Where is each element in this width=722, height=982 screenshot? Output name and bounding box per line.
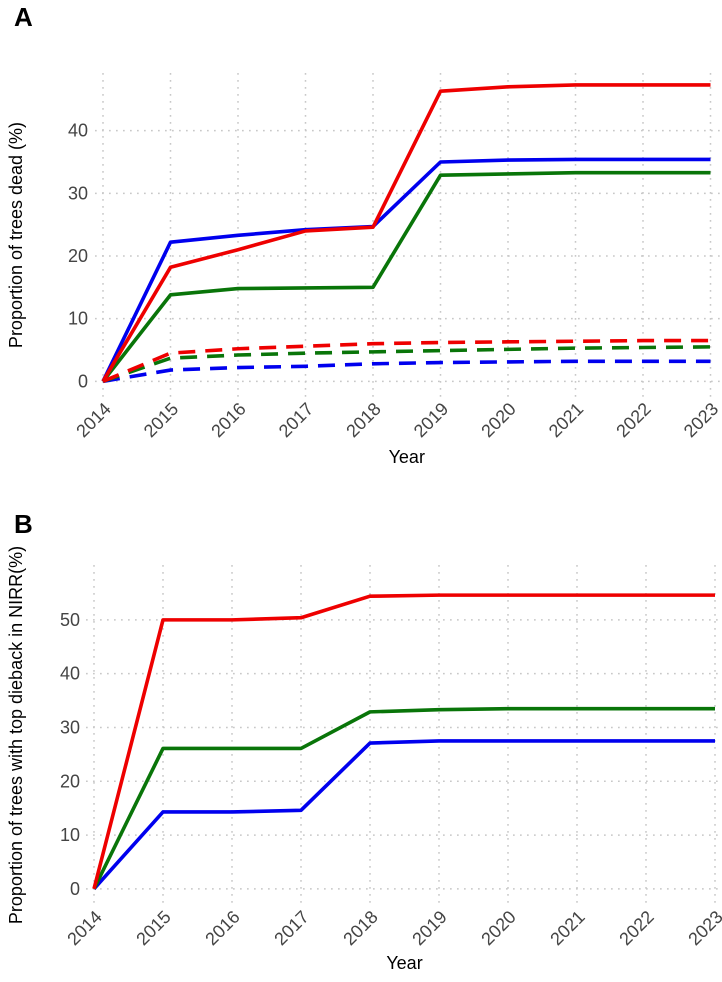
y-tick-label: 40 [68, 121, 88, 141]
x-tick-label: 2014 [72, 399, 114, 441]
panel-a-label: A [14, 2, 33, 32]
y-tick-label: 10 [60, 825, 80, 845]
y-tick-label: 0 [78, 371, 88, 391]
x-tick-label: 2023 [680, 399, 722, 441]
series-blue-solid [92, 739, 715, 891]
x-tick-label: 2015 [140, 399, 182, 441]
x-axis-title: Year [389, 447, 425, 467]
series-green-solid [101, 170, 711, 383]
x-tick-label: 2020 [477, 399, 519, 441]
y-tick-label: 0 [70, 879, 80, 899]
y-tick-label: 40 [60, 664, 80, 684]
x-axis-title: Year [386, 953, 422, 973]
x-tick-label: 2022 [612, 399, 654, 441]
series-blue-dashed [102, 359, 711, 384]
chart-a-canvas: 0 10 20 30 40 2014 2015 2016 2017 2018 2019 2020 202… [6, 73, 722, 467]
series-blue-solid [101, 157, 711, 383]
y-tick-label: 10 [68, 309, 88, 329]
x-tick-label: 2021 [545, 399, 587, 441]
x-tick-label: 2023 [684, 907, 722, 949]
x-tick-label: 2021 [546, 907, 588, 949]
y-tick-label: 20 [68, 246, 88, 266]
y-tick-label: 30 [60, 717, 80, 737]
x-tick-label: 2018 [342, 399, 384, 441]
series-green-solid [92, 706, 715, 890]
x-tick-label: 2019 [410, 399, 452, 441]
y-tick-label: 20 [60, 771, 80, 791]
x-tick-label: 2016 [201, 907, 243, 949]
series-red-dashed [102, 338, 711, 383]
x-tick-label: 2015 [132, 907, 174, 949]
x-tick-label: 2020 [477, 907, 519, 949]
series-red-solid [92, 593, 715, 890]
x-tick-label: 2017 [275, 399, 317, 441]
y-tick-label: 30 [68, 183, 88, 203]
y-axis-title: Proportion of trees dead (%) [6, 122, 26, 348]
x-tick-label: 2019 [408, 907, 450, 949]
series-red-solid [101, 83, 711, 383]
panel-b: B 0 10 20 30 40 50 2014 2015 2016 2017 2018 2019 202… [0, 495, 722, 982]
x-tick-label: 2018 [339, 907, 381, 949]
series-green-dashed [102, 345, 711, 384]
y-tick-label: 50 [60, 610, 80, 630]
y-axis-title: Proportion of trees with top dieback in … [6, 546, 26, 924]
x-tick-label: 2022 [615, 907, 657, 949]
chart-b-canvas: 0 10 20 30 40 50 2014 2015 2016 2017 2018 2019 2020 2… [6, 546, 722, 973]
x-tick-label: 2017 [270, 907, 312, 949]
panel-b-label: B [14, 509, 33, 539]
panel-a: A 0 10 20 30 40 2014 2015 2016 2017 2018 2019 2020 2… [6, 2, 722, 467]
x-tick-label: 2016 [207, 399, 249, 441]
x-tick-label: 2014 [63, 907, 105, 949]
